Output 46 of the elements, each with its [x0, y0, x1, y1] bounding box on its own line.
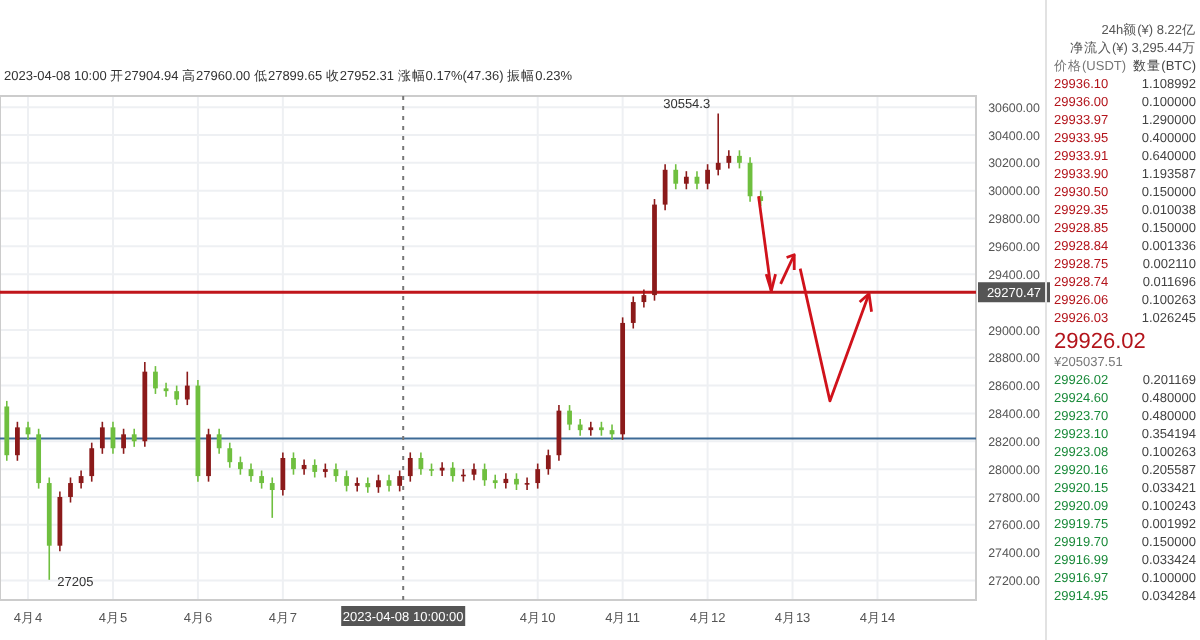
candlestick [535, 462, 541, 490]
candlestick [492, 473, 498, 490]
candlestick [131, 427, 137, 448]
candlestick [567, 404, 572, 431]
candlestick [662, 163, 668, 211]
candlestick [259, 469, 265, 490]
candlestick [15, 420, 20, 462]
candlestick [238, 455, 243, 476]
candlestick [376, 473, 381, 494]
candlestick [726, 149, 732, 170]
candlestick [206, 427, 211, 483]
candlestick [673, 163, 679, 191]
candlestick [269, 476, 275, 519]
candlestick [524, 476, 530, 491]
candlestick [174, 384, 180, 406]
candlestick [407, 451, 413, 483]
candlestick [450, 461, 456, 483]
candlestick [503, 472, 509, 490]
candlestick [715, 112, 721, 177]
candlestick [354, 476, 360, 493]
candlestick [153, 365, 158, 395]
candlestick [545, 448, 551, 476]
candlestick [99, 420, 105, 455]
text: 29926.02 [1054, 330, 1146, 354]
candlestick [291, 451, 296, 476]
candlestick [89, 441, 95, 483]
candlestick [163, 382, 169, 398]
candlestick [121, 427, 126, 455]
candlestick [365, 476, 371, 494]
candlestick [705, 163, 710, 191]
candlestick [439, 461, 445, 477]
candlestick [588, 420, 594, 437]
candlestick [68, 476, 73, 504]
candlestick [78, 469, 84, 490]
candlestick [216, 427, 222, 455]
candlestick [184, 370, 190, 406]
candlestick [737, 149, 742, 170]
candlestick [482, 462, 487, 487]
candlestick [641, 288, 647, 309]
candlestick [312, 458, 318, 479]
candlestick [683, 170, 689, 191]
candlestick [344, 469, 349, 493]
candlestick [630, 295, 636, 330]
candlestick [280, 451, 286, 497]
candlestick [227, 441, 233, 469]
candlestick [397, 469, 403, 493]
